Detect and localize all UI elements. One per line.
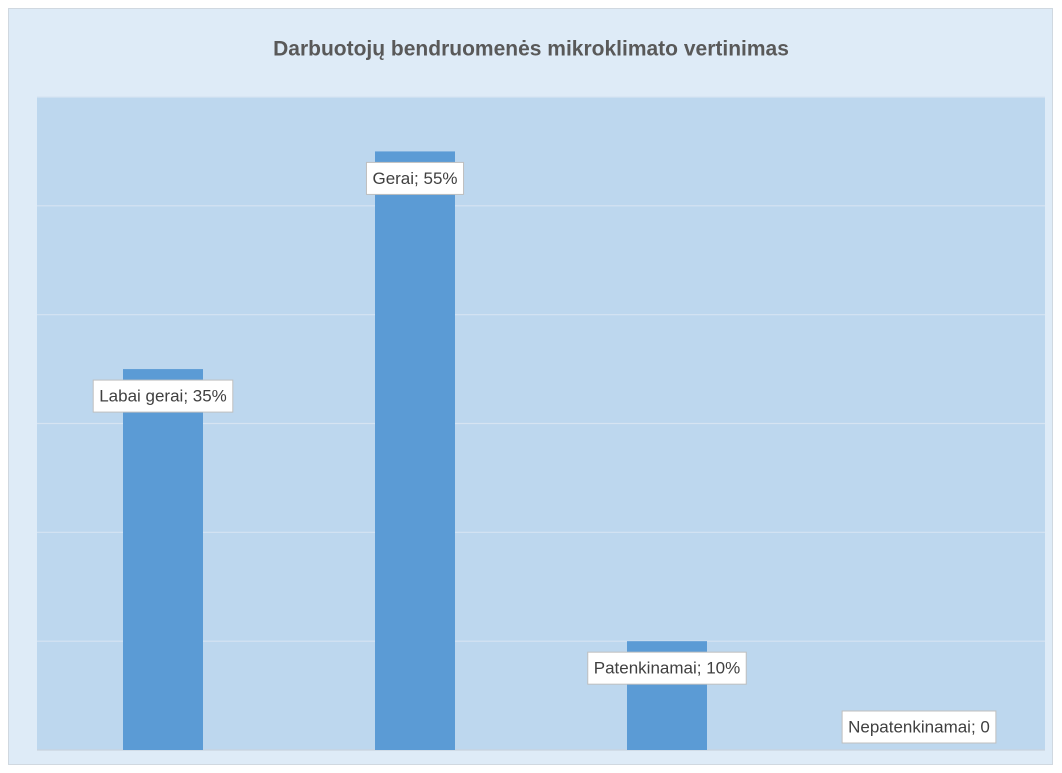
data-label: Gerai; 55%	[372, 169, 457, 188]
chart-title: Darbuotojų bendruomenės mikroklimato ver…	[273, 38, 789, 61]
data-label: Labai gerai; 35%	[99, 387, 227, 406]
data-label-box	[365, 161, 465, 195]
bar	[375, 151, 455, 750]
data-label-box	[587, 651, 747, 685]
data-label-box	[92, 379, 234, 413]
data-label: Patenkinamai; 10%	[594, 659, 740, 678]
data-label-box	[841, 710, 997, 744]
bar	[123, 369, 203, 750]
data-label: Nepatenkinamai; 0	[848, 717, 990, 736]
